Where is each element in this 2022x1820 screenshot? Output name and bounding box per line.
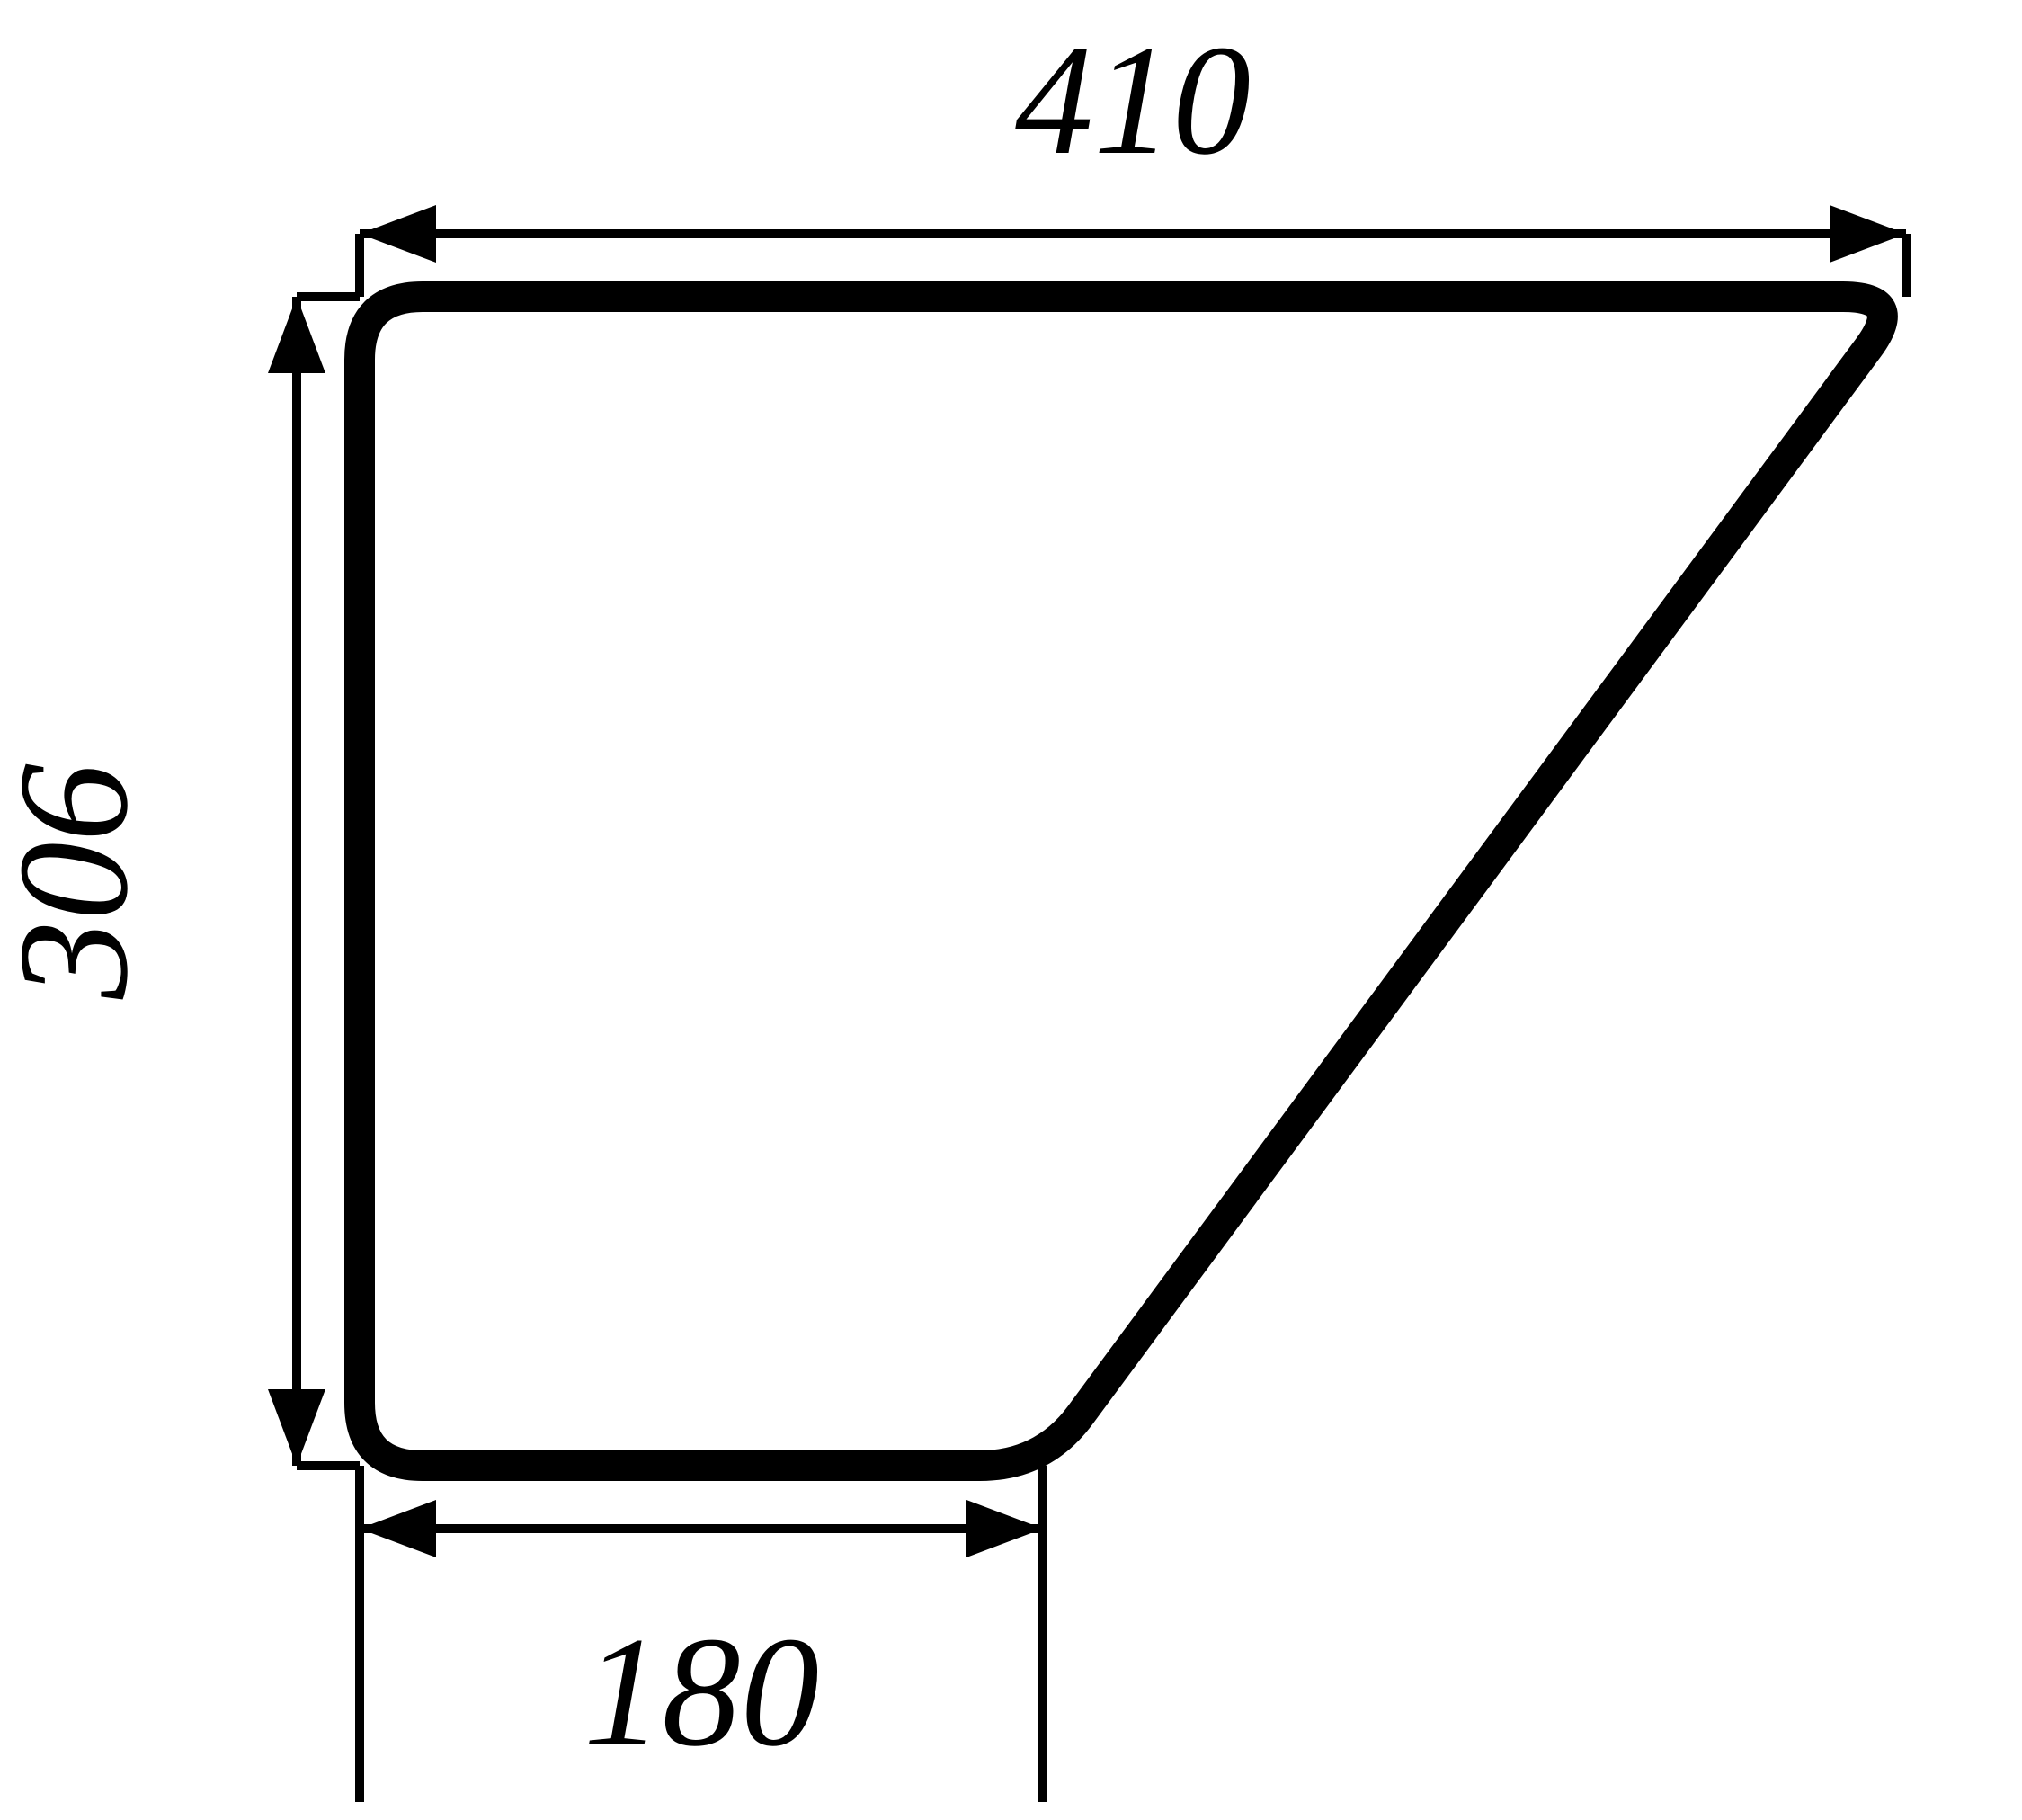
dimension-label: 410 [1015,13,1252,187]
dimension-arrowhead [268,297,325,373]
dimension-width-top: 410 [360,13,1906,263]
dimension-arrowhead [966,1500,1043,1557]
dimension-width-bottom: 180 [360,1500,1043,1802]
dimension-arrowhead [360,1500,436,1557]
dimension-label: 180 [583,1604,820,1779]
extension-lines [297,234,1906,1529]
part-outline [360,297,1883,1466]
dimension-arrowhead [1830,205,1906,263]
dimension-label: 306 [0,763,160,1001]
dimension-arrowhead [268,1389,325,1466]
dimension-height-left: 306 [0,297,325,1466]
dimension-arrowhead [360,205,436,263]
